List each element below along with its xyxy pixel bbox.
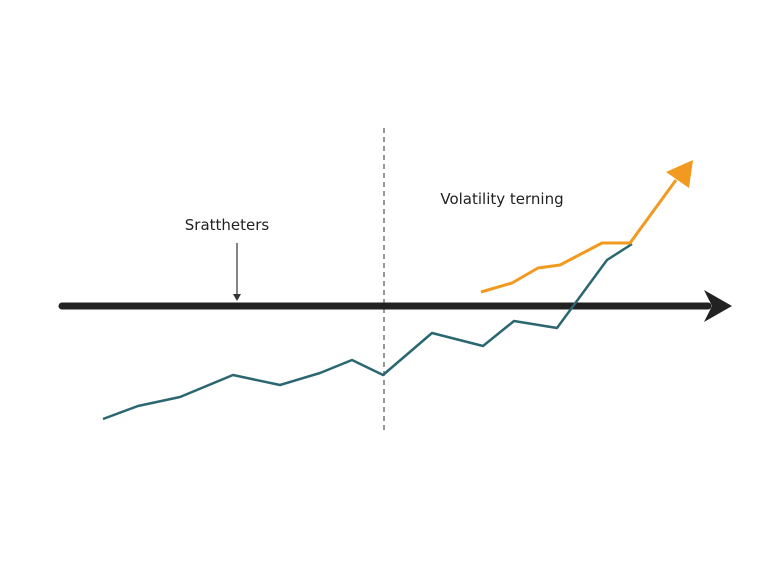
- left-label: Srattheters: [185, 216, 270, 234]
- right-label: Volatility terning: [440, 190, 563, 208]
- volatility-line: [480, 179, 678, 294]
- volatility-arrow-head: [666, 160, 693, 188]
- trend-line: [102, 242, 633, 421]
- pointer-head: [233, 294, 241, 301]
- main-arrow-head: [704, 290, 732, 322]
